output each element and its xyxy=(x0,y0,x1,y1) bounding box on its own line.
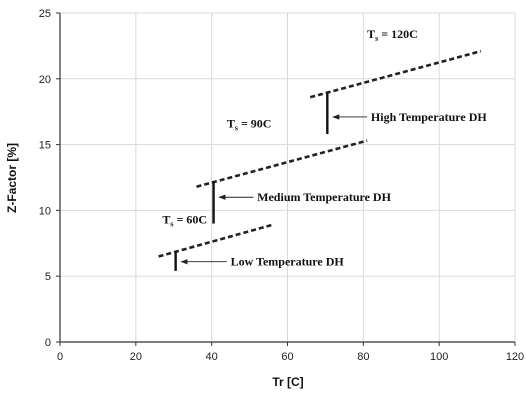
x-tick-label: 100 xyxy=(430,351,448,363)
series-lines xyxy=(158,49,482,258)
y-tick-label: 10 xyxy=(39,205,51,217)
x-tick-label: 0 xyxy=(57,351,63,363)
y-tick-label: 15 xyxy=(39,140,51,152)
series-label: Ts = 120C xyxy=(367,27,418,43)
tick-labels: 0 20 40 60 80 100 120 0 5 10 15 20 25 xyxy=(39,8,524,363)
series-line xyxy=(309,49,482,99)
series-line xyxy=(196,139,368,188)
x-axis-title: Tr [C] xyxy=(272,375,303,389)
range-bars xyxy=(174,93,329,271)
y-tick-label: 25 xyxy=(39,8,51,20)
x-tick-label: 20 xyxy=(130,351,142,363)
series-label: Ts = 60C xyxy=(162,213,207,229)
series-label: Ts = 90C xyxy=(227,116,272,132)
axes xyxy=(56,12,516,346)
y-tick-label: 0 xyxy=(45,337,51,349)
y-axis-title: Z-Factor [%] xyxy=(5,143,19,213)
series-labels: Ts = 60C Ts = 90C Ts = 120C xyxy=(162,27,417,229)
x-tick-label: 120 xyxy=(506,351,524,363)
x-tick-label: 40 xyxy=(206,351,218,363)
series-line xyxy=(158,223,273,258)
annotation-label: High Temperature DH xyxy=(371,110,487,124)
x-tick-label: 60 xyxy=(281,351,293,363)
grid xyxy=(60,12,516,342)
annotations: Low Temperature DH Medium Temperature DH H… xyxy=(180,110,487,269)
y-tick-label: 5 xyxy=(45,271,51,283)
annotation-label: Medium Temperature DH xyxy=(257,190,391,204)
x-tick-label: 80 xyxy=(357,351,369,363)
y-tick-label: 20 xyxy=(39,74,51,86)
annotation-label: Low Temperature DH xyxy=(231,255,345,269)
